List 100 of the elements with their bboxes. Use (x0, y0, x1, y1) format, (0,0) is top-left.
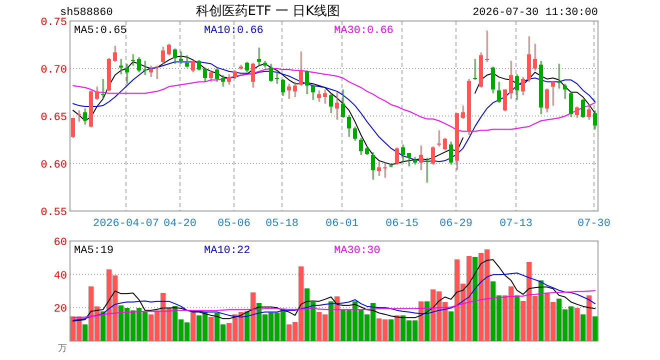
bar (190, 312, 196, 341)
candlestick (227, 74, 231, 86)
line-series (72, 290, 596, 318)
bar (418, 301, 424, 341)
text: MA10:0.66 (204, 25, 264, 37)
candlestick (281, 78, 285, 97)
candlestick (407, 152, 411, 167)
bar (388, 319, 394, 341)
bar (472, 257, 478, 341)
candlestick (473, 58, 477, 80)
text: 2026-07-30 11:30:00 (472, 7, 598, 19)
candlestick (275, 70, 279, 84)
bar (514, 295, 520, 341)
candlestick (329, 92, 333, 114)
candlestick (167, 43, 171, 56)
candlestick (179, 50, 183, 64)
candlestick (347, 114, 351, 138)
y-axis-title: 万 (58, 344, 67, 354)
candlestick (377, 161, 381, 176)
bar (424, 301, 430, 341)
y-tick-label: 0.65 (40, 112, 67, 124)
bar (574, 308, 580, 341)
candlestick (245, 61, 249, 73)
candlestick (125, 63, 129, 84)
candlestick (221, 74, 225, 88)
x-tick-label: 04-20 (163, 218, 197, 230)
candlestick (491, 66, 495, 94)
candlestick (131, 54, 135, 66)
candlestick (203, 67, 207, 82)
x-tick-label: 05-06 (217, 218, 251, 230)
text: MA5:0.65 (74, 25, 127, 37)
candlestick (353, 126, 357, 142)
candlestick (113, 45, 117, 62)
x-tick-label: 06-01 (325, 218, 359, 230)
candlestick (587, 104, 591, 120)
candlestick (359, 137, 363, 156)
candlestick (431, 146, 435, 165)
candlestick (293, 81, 297, 98)
candlestick (155, 65, 159, 80)
text: MA10:22 (204, 245, 250, 257)
candlestick (173, 48, 177, 64)
text: sh588860 (60, 7, 113, 19)
bar (580, 314, 586, 341)
x-tick-label: 06-15 (385, 218, 419, 230)
line-series (72, 259, 596, 322)
y-tick-label: 0.60 (40, 160, 67, 172)
candlestick (383, 162, 387, 178)
candlestick (95, 86, 99, 100)
bar (244, 311, 250, 341)
candlestick (401, 144, 405, 164)
candlestick (551, 80, 555, 106)
bar (100, 311, 106, 341)
bar (448, 311, 454, 341)
candlestick (509, 60, 513, 100)
candlestick (443, 137, 447, 151)
candlestick (521, 76, 525, 96)
chart-title: 科创医药ETF 一 日K线图 (196, 4, 340, 19)
candlestick (449, 141, 453, 165)
candlestick (425, 157, 429, 183)
bar (82, 324, 88, 341)
candlestick (191, 59, 195, 73)
candlestick (569, 92, 573, 118)
candlestick (575, 106, 579, 118)
x-tick-label: 07-30 (577, 218, 611, 230)
bar (592, 316, 598, 341)
candlestick (101, 78, 105, 100)
candlestick (581, 98, 585, 118)
bar (538, 280, 544, 341)
candlestick (143, 60, 147, 76)
bar (334, 296, 340, 341)
candlestick (341, 88, 345, 118)
candlestick (137, 56, 141, 73)
x-tick-label: 05-18 (265, 218, 299, 230)
text: MA30:0.66 (334, 25, 394, 37)
candlestick (149, 65, 153, 78)
candlestick (419, 144, 423, 171)
x-tick-label: 2026-04-07 (92, 218, 160, 230)
y-tick-label: 20 (54, 304, 67, 316)
candlestick (257, 47, 261, 66)
candlestick (77, 110, 81, 122)
bar (586, 295, 592, 341)
candlestick (71, 117, 75, 138)
candlestick (197, 59, 201, 71)
bar (328, 301, 334, 341)
candlestick (269, 63, 273, 82)
bar (250, 292, 256, 341)
candlestick (497, 81, 501, 104)
candlestick (119, 58, 123, 75)
candlestick (323, 88, 327, 104)
y-tick-label: 60 (54, 237, 67, 249)
candlestick (503, 88, 507, 112)
candlestick (215, 68, 219, 82)
candlestick (563, 83, 567, 100)
text: MA5:19 (74, 245, 114, 257)
candlestick (461, 105, 465, 120)
y-tick-label: 0.70 (40, 64, 67, 76)
candlestick (305, 70, 309, 95)
bar (208, 317, 214, 341)
candlestick (299, 50, 303, 86)
x-tick-label: 06-29 (439, 218, 473, 230)
